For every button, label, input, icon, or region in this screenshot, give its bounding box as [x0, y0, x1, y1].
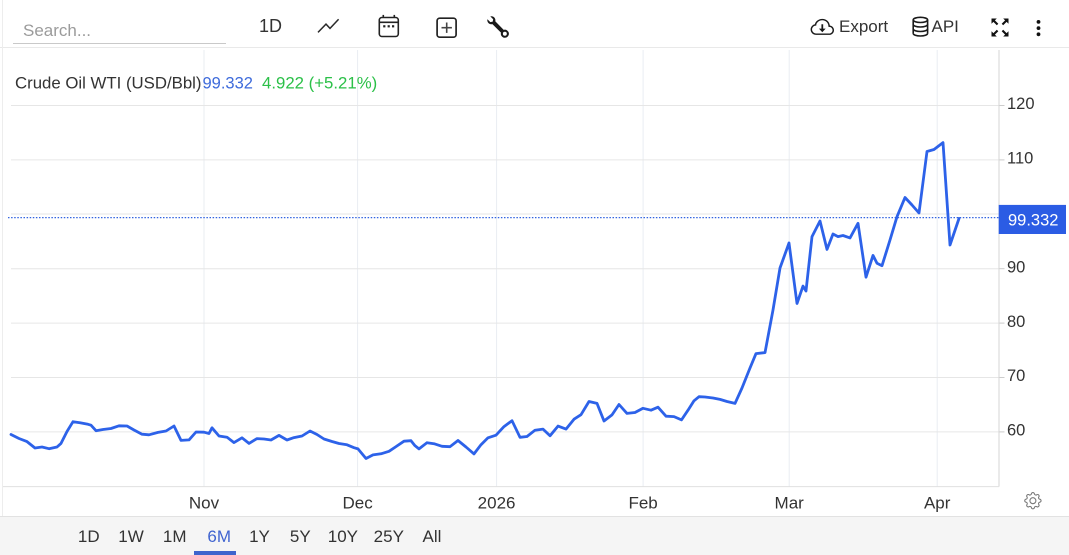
- svg-text:99.332: 99.332: [1008, 212, 1058, 230]
- svg-text:60: 60: [1007, 422, 1025, 440]
- svg-text:99.332: 99.332: [203, 75, 253, 93]
- svg-text:Apr: Apr: [924, 493, 951, 512]
- svg-text:Feb: Feb: [628, 493, 657, 512]
- svg-text:2026: 2026: [478, 493, 516, 512]
- svg-text:Dec: Dec: [342, 493, 373, 512]
- svg-text:4.922 (+5.21%): 4.922 (+5.21%): [262, 74, 377, 93]
- svg-text:90: 90: [1007, 258, 1025, 276]
- svg-text:Nov: Nov: [189, 493, 220, 512]
- svg-text:80: 80: [1007, 313, 1025, 331]
- svg-text:70: 70: [1007, 367, 1025, 385]
- svg-text:Crude Oil WTI (USD/Bbl): Crude Oil WTI (USD/Bbl): [15, 74, 201, 93]
- svg-text:Mar: Mar: [775, 493, 805, 512]
- svg-text:110: 110: [1007, 150, 1033, 168]
- svg-text:120: 120: [1007, 95, 1035, 113]
